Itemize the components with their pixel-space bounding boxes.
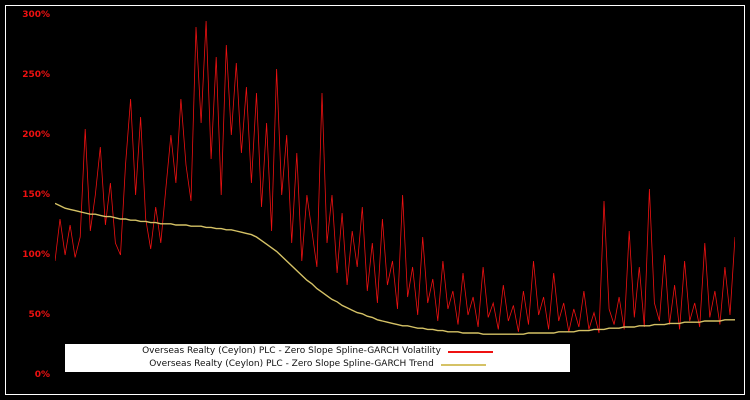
legend: Overseas Realty (Ceylon) PLC - Zero Slop…: [65, 344, 570, 372]
legend-label-trend: Overseas Realty (Ceylon) PLC - Zero Slop…: [149, 359, 434, 369]
y-tick-label: 100%: [22, 250, 50, 260]
trend-line-sample: [440, 363, 486, 366]
legend-item-volatility: Overseas Realty (Ceylon) PLC - Zero Slop…: [65, 345, 570, 358]
legend-label-volatility: Overseas Realty (Ceylon) PLC - Zero Slop…: [142, 346, 441, 356]
volatility-line-sample: [447, 350, 493, 353]
y-tick-label: 150%: [22, 190, 50, 200]
y-tick-label: 50%: [28, 310, 50, 320]
plot-area: [55, 15, 735, 375]
legend-item-trend: Overseas Realty (Ceylon) PLC - Zero Slop…: [65, 358, 570, 371]
y-tick-label: 200%: [22, 130, 50, 140]
y-tick-label: 250%: [22, 70, 50, 80]
y-tick-label: 0%: [34, 370, 50, 380]
y-tick-label: 300%: [22, 10, 50, 20]
